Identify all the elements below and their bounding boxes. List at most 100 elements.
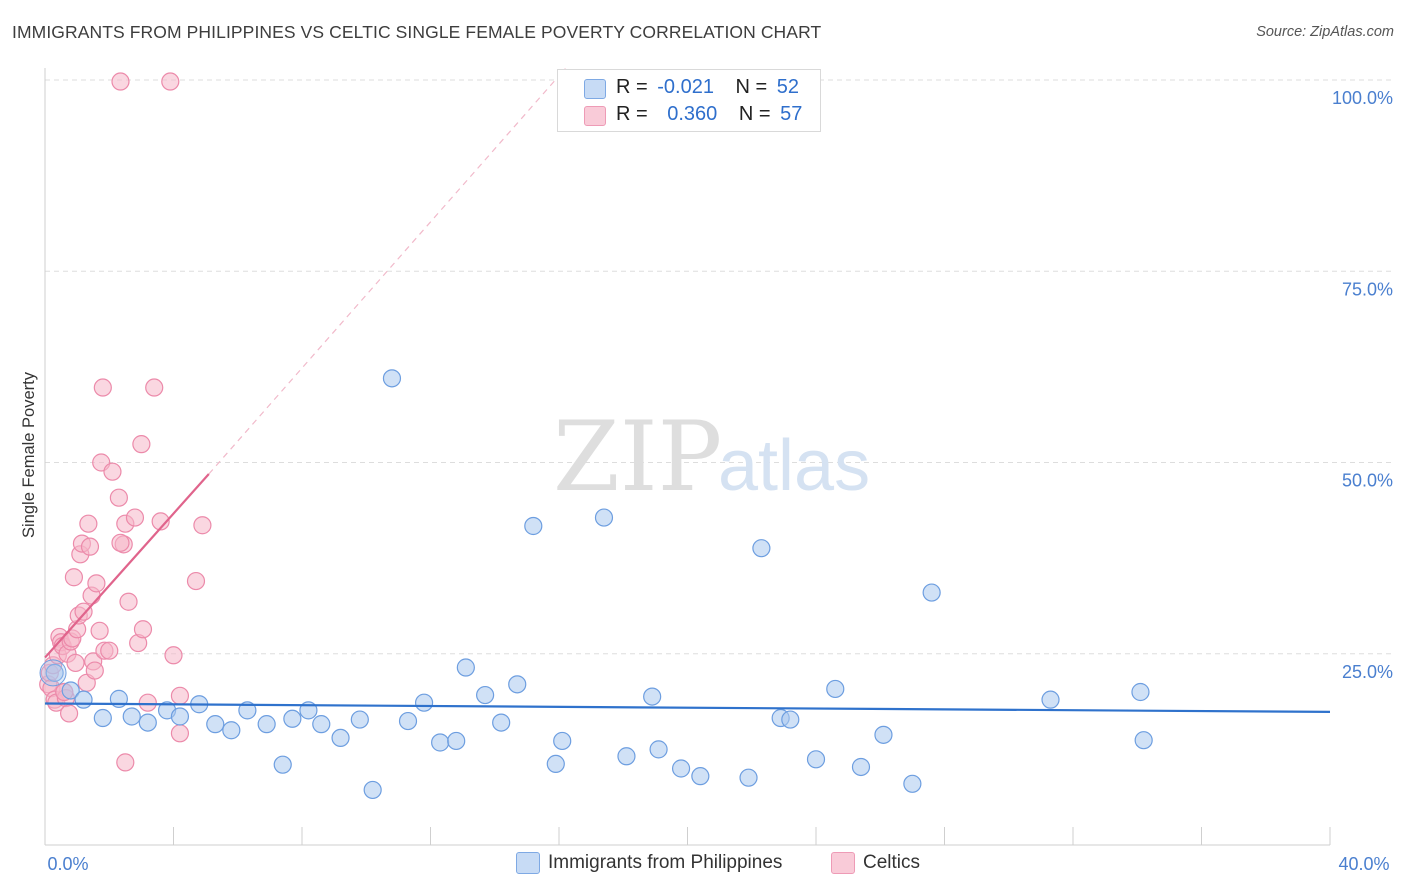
point-celtics [111, 533, 130, 552]
point-philippines [122, 707, 141, 726]
point-philippines [414, 693, 434, 712]
legend-swatch-pink [584, 106, 606, 126]
point-philippines [643, 687, 662, 706]
point-philippines [257, 715, 276, 734]
point-philippines [671, 759, 691, 778]
point-celtics [170, 686, 190, 705]
x-tick-max: 40.0% [1338, 854, 1389, 874]
point-philippines [222, 721, 241, 740]
point-philippines [312, 715, 331, 734]
point-celtics [151, 512, 170, 531]
legend-n-label: N = [738, 103, 771, 125]
point-philippines [739, 768, 758, 787]
point-celtics [93, 378, 112, 397]
point-celtics [145, 378, 164, 397]
point-philippines [170, 707, 190, 726]
point-philippines [781, 710, 800, 729]
point-philippines [447, 731, 466, 751]
point-philippines [752, 539, 771, 558]
y-tick-label: 50.0% [1342, 471, 1393, 491]
point-celtics [170, 724, 190, 743]
source-label: Source: ZipAtlas.com [1256, 24, 1394, 40]
point-celtics [132, 435, 151, 454]
x-tick-min: 0.0% [47, 854, 88, 874]
point-philippines [922, 583, 941, 602]
legend-n-label: N = [735, 76, 768, 98]
watermark-zip: ZIP [553, 401, 722, 513]
point-philippines [594, 508, 614, 527]
point-celtics [100, 641, 119, 660]
point-celtics [133, 620, 153, 639]
point-philippines [1131, 682, 1150, 702]
point-celtics [74, 602, 93, 621]
point-philippines [45, 663, 64, 682]
point-celtics [64, 568, 84, 587]
legend-r-value: -0.021 [657, 76, 714, 98]
series-name: Celtics [863, 852, 921, 873]
point-philippines [524, 516, 543, 536]
point-philippines [61, 681, 80, 700]
legend-swatch-blue [516, 852, 540, 874]
point-philippines [903, 774, 922, 793]
point-philippines [206, 715, 225, 734]
point-celtics [193, 516, 212, 535]
trendline-celtics [44, 473, 210, 659]
point-philippines [492, 713, 511, 732]
point-philippines [456, 658, 475, 677]
point-philippines [553, 731, 572, 751]
point-philippines [508, 675, 527, 694]
point-philippines [138, 713, 157, 732]
point-philippines [93, 708, 112, 728]
point-celtics [103, 462, 122, 481]
y-axis-label: Single Female Poverty [20, 371, 38, 538]
point-philippines [649, 740, 668, 759]
point-philippines [273, 755, 292, 774]
y-tick-label: 25.0% [1342, 662, 1393, 682]
point-philippines [826, 679, 845, 699]
point-philippines [238, 701, 257, 720]
point-celtics [87, 574, 106, 593]
legend-n-value: 52 [776, 76, 800, 98]
legend-n-value: 57 [780, 103, 803, 125]
legend-r-label: R = [616, 76, 648, 98]
point-celtics [161, 72, 180, 91]
point-philippines [617, 747, 636, 766]
point-philippines [851, 757, 871, 777]
stats-legend: R = -0.021 N = 52 R = 0.360 N = 57 [557, 69, 821, 132]
point-philippines [874, 725, 893, 744]
point-philippines [546, 754, 565, 774]
trendline-celtics-extension [208, 68, 566, 475]
point-philippines [1134, 731, 1153, 750]
point-philippines [806, 750, 826, 769]
point-philippines [691, 767, 710, 786]
point-philippines [382, 369, 402, 388]
point-celtics [79, 514, 98, 533]
series-name: Immigrants from Philippines [548, 852, 783, 873]
legend-r-label: R = [616, 103, 648, 125]
point-philippines [283, 709, 302, 728]
legend-swatch-pink [831, 852, 855, 874]
point-philippines [431, 733, 450, 752]
point-celtics [85, 661, 104, 680]
point-celtics [109, 488, 128, 507]
point-philippines [1041, 690, 1060, 709]
y-tick-label: 75.0% [1342, 279, 1393, 299]
point-celtics [186, 571, 206, 591]
chart-title: IMMIGRANTS FROM PHILIPPINES VS CELTIC SI… [12, 22, 822, 42]
point-celtics [116, 753, 135, 772]
point-philippines [74, 690, 93, 709]
point-celtics [90, 621, 109, 640]
point-celtics [59, 704, 79, 723]
point-celtics [119, 592, 138, 611]
watermark-atlas: atlas [718, 426, 870, 506]
legend-swatch-blue [584, 79, 606, 99]
point-celtics [164, 646, 183, 665]
point-celtics [138, 693, 157, 712]
legend-r-value: 0.360 [667, 103, 718, 125]
point-celtics [111, 72, 130, 91]
trendline-philippines [44, 702, 1331, 713]
point-philippines [398, 711, 418, 731]
point-celtics [80, 537, 100, 556]
point-philippines [350, 710, 369, 729]
